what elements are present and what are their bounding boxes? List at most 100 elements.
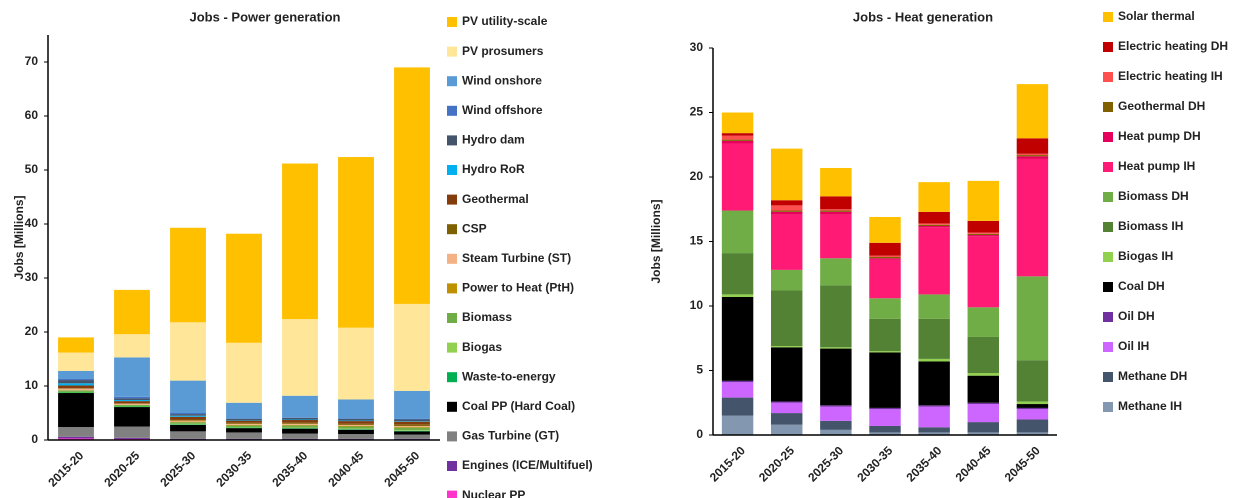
bar-segment [338,429,374,435]
bar-segment [58,438,94,440]
y-tick-label: 30 [25,270,39,284]
bar-segment [1016,404,1049,408]
legend-swatch [447,461,457,471]
y-tick-label: 30 [690,40,704,54]
bar-segment [226,233,262,343]
legend-swatch [447,283,457,294]
bar-segment [869,318,901,352]
bar-segment [226,424,262,426]
bar-segment [58,392,94,394]
legend-label: Wind onshore [462,73,542,87]
bar-segment [394,67,430,304]
bar-segment [338,424,374,426]
legend-label: Geothermal DH [1118,99,1205,113]
bar-segment [869,407,901,410]
bar-segment [394,424,430,426]
legend-label: Biomass IH [1118,219,1183,233]
bar-segment [918,227,950,295]
bar-segment [394,431,430,435]
bar-segment [114,403,150,404]
x-tick-label: 2045-50 [1002,443,1043,484]
bar-segment [58,370,94,379]
legend-swatch [1103,72,1113,82]
bar-segment [394,427,430,431]
bar-segment [170,424,206,432]
bar-segment [721,253,754,295]
legend-swatch [447,17,457,27]
bar-segment [721,382,754,398]
bar-segment [282,395,318,418]
bar-segment [394,418,430,420]
bar-segment [226,420,262,423]
bar-segment [721,294,754,297]
bar-segment [170,423,206,425]
bar-segment [918,318,950,359]
legend-label: Steam Turbine (ST) [462,251,571,265]
legend-label: Heat pump DH [1118,129,1201,143]
bar-segment [170,419,206,421]
legend-swatch [1103,252,1113,262]
bar-segment [967,235,1000,237]
bar-segment [114,426,150,438]
x-tick-label: 2035-40 [269,448,310,489]
bar-segment [820,258,852,286]
bar-segment [770,205,803,211]
bar-segment [770,290,803,346]
bar-segment [114,289,150,335]
bar-segment [170,422,206,424]
legend-swatch [447,490,457,498]
legend-label: Biomass DH [1118,189,1189,203]
legend-label: Electric heating DH [1118,39,1228,53]
chart-title: Jobs - Heat generation [853,9,993,24]
bar-segment [226,425,262,428]
legend-label: Methane DH [1118,369,1187,383]
bar-segment [58,378,94,381]
legend-swatch [1103,222,1113,232]
bar-segment [226,420,262,421]
bar-segment [721,210,754,254]
bar-segment [869,242,901,256]
legend-label: Waste-to-energy [462,369,556,383]
bar-segment [770,200,803,206]
bar-segment [869,432,901,435]
bar-segment [394,303,430,391]
bar-segment [394,421,430,422]
bar-segment [721,139,754,141]
bar-segment [114,404,150,406]
bar-segment [58,391,94,393]
chart-title: Jobs - Power generation [190,9,341,24]
legend-swatch [1103,132,1113,142]
legend-swatch [447,342,457,353]
bar-segment [1016,276,1049,361]
bar-segment [170,413,206,415]
legend-swatch [447,372,457,383]
bar-segment [338,418,374,421]
x-tick-label: 2040-45 [953,443,994,484]
legend-swatch [1103,282,1113,292]
bar-segment [918,361,950,406]
bar-segment [58,380,94,384]
bar-segment [338,425,374,427]
bar-segment [394,427,430,428]
y-tick-label: 40 [25,216,39,230]
x-tick-label: 2035-40 [903,443,944,484]
x-tick-label: 2030-35 [213,448,254,489]
bar-segment [282,425,318,428]
bar-segment [1016,84,1049,139]
bar-segment [338,157,374,328]
legend-label: Hydro dam [462,133,525,147]
bar-segment [770,269,803,291]
bar-segment [170,420,206,422]
legend-swatch [447,194,457,205]
legend-label: Solar thermal [1118,9,1195,23]
bar-segment [114,401,150,404]
y-tick-label: 20 [690,169,704,183]
bar-segment [721,140,754,144]
bar-segment [820,405,852,407]
legend-label: Biogas IH [1118,249,1173,263]
bar-segment [226,432,262,439]
bar-segment [114,396,150,399]
x-tick-label: 2020-25 [101,448,142,489]
bar-segment [1016,360,1049,402]
